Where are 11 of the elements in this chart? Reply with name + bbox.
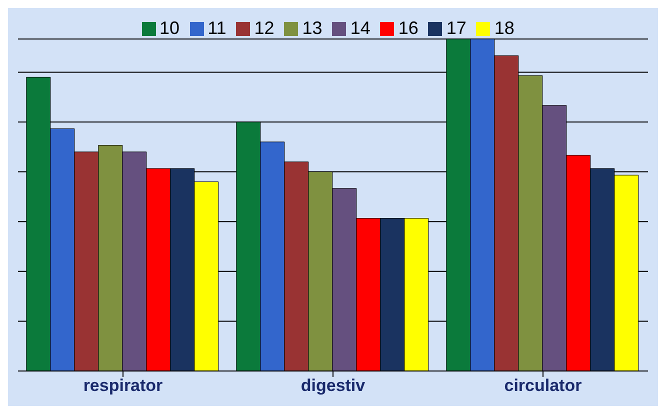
legend-label: 14 xyxy=(350,18,370,38)
legend-label: 18 xyxy=(494,18,514,38)
legend-label: 16 xyxy=(398,18,418,38)
legend-label: 13 xyxy=(302,18,322,38)
x-tick-label: digestiv xyxy=(300,376,366,396)
legend-label: 12 xyxy=(254,18,274,38)
legend-label: 10 xyxy=(160,18,180,38)
legend-label: 11 xyxy=(208,18,226,38)
x-tick-label: respirator xyxy=(83,376,164,396)
x-tick-label: circulator xyxy=(504,376,582,396)
legend-label: 17 xyxy=(446,18,466,38)
